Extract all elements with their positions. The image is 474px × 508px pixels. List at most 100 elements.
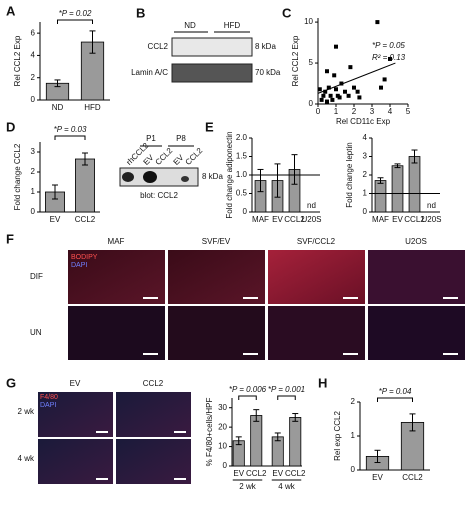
y-tick-label: 0.5 — [236, 189, 248, 198]
group-label: 2 wk — [239, 482, 256, 491]
point — [334, 87, 338, 92]
panel-letter: H — [318, 375, 327, 390]
y-tick-label: 10 — [218, 442, 227, 451]
row-label: 4 wk — [18, 454, 35, 463]
stain-label: F4/80 — [40, 394, 58, 401]
panel-letter: A — [6, 3, 16, 18]
lane-label: CCL2 — [184, 146, 205, 167]
point — [323, 89, 328, 94]
x-tick-label: MAF — [372, 215, 389, 224]
point — [343, 89, 347, 94]
micrograph — [38, 439, 113, 484]
band-size: 8 kDa — [255, 42, 276, 51]
column-label: SVF/EV — [202, 237, 231, 246]
y-tick-label: 0 — [31, 207, 36, 216]
panel-letter: G — [6, 375, 16, 390]
x-tick-label: CCL2 — [404, 215, 425, 224]
y-tick-label: 1.5 — [236, 152, 248, 161]
blot-band — [122, 172, 134, 182]
lane-label: CCL2 — [154, 146, 175, 167]
blot-strip — [171, 63, 253, 83]
point — [379, 85, 383, 90]
annotation: *P = 0.02 — [59, 9, 92, 18]
band-size: 70 kDa — [255, 68, 281, 77]
annotation: *P = 0.001 — [268, 385, 305, 394]
column-label: EV — [70, 379, 81, 388]
y-tick-label: 3 — [31, 147, 36, 156]
point — [352, 85, 356, 90]
micrograph — [168, 306, 265, 360]
band-label: Lamin A/C — [131, 68, 168, 77]
lane-label: ND — [184, 21, 196, 30]
y-tick-label: 30 — [218, 403, 227, 412]
y-tick-label: 2 — [351, 397, 356, 406]
point — [339, 81, 344, 86]
column-label: CCL2 — [143, 379, 164, 388]
x-tick-label: CCL2 — [402, 473, 423, 482]
x-tick-label: EV — [272, 469, 283, 478]
bar — [391, 165, 404, 213]
y-tick-label: 4 — [31, 51, 36, 60]
value-label: nd — [307, 201, 316, 210]
annotation: *P = 0.04 — [379, 387, 412, 396]
panel-letter: E — [205, 119, 214, 134]
annotation: R² = 0.13 — [372, 53, 406, 62]
micrograph — [268, 306, 365, 360]
row-label: 2 wk — [18, 407, 35, 416]
y-tick-label: 0 — [223, 461, 228, 470]
blot-band — [143, 171, 157, 183]
micrograph — [116, 392, 191, 437]
point — [382, 77, 387, 82]
y-tick-label: 5 — [309, 58, 314, 67]
x-tick-label: HFD — [84, 103, 101, 112]
column-label: MAF — [108, 237, 125, 246]
x-tick-label: EV — [50, 215, 61, 224]
y-tick-label: 1 — [351, 431, 356, 440]
micrograph — [368, 306, 465, 360]
column-label: U2OS — [405, 237, 427, 246]
value-label: nd — [427, 201, 436, 210]
x-axis-label: Rel CD11c Exp — [336, 117, 391, 126]
point — [332, 73, 337, 78]
trendline — [317, 62, 396, 94]
x-tick-label: EV — [372, 473, 383, 482]
point — [328, 93, 333, 98]
x-tick-label: 3 — [370, 107, 375, 116]
x-tick-label: ND — [52, 103, 64, 112]
y-tick-label: 20 — [218, 422, 227, 431]
y-tick-label: 1 — [31, 187, 36, 196]
group-label: 4 wk — [278, 482, 295, 491]
micrograph — [168, 250, 265, 304]
passage-label: P1 — [146, 134, 156, 143]
y-axis-label: Fold change adiponectin — [225, 131, 234, 218]
y-axis-label: Fold change CCL2 — [13, 143, 22, 210]
point — [388, 56, 392, 61]
annotation: *P = 0.03 — [54, 125, 87, 134]
x-tick-label: 5 — [406, 107, 411, 116]
y-axis-label: % F4/80+cells/HPF — [205, 398, 214, 467]
y-tick-label: 3 — [363, 152, 368, 161]
point — [337, 95, 342, 100]
annotation: *P = 0.006 — [229, 385, 267, 394]
y-tick-label: 2.0 — [236, 133, 248, 142]
point — [317, 87, 322, 92]
passage-label: P8 — [176, 134, 186, 143]
x-tick-label: 2 — [352, 107, 357, 116]
blot-caption: blot: CCL2 — [140, 191, 178, 200]
band-label: CCL2 — [148, 42, 169, 51]
x-tick-label: U20S — [421, 215, 441, 224]
significance-bracket — [54, 135, 86, 140]
micrograph — [68, 250, 165, 304]
point — [325, 99, 329, 104]
micrograph — [68, 306, 165, 360]
x-tick-label: EV — [392, 215, 403, 224]
point — [321, 93, 326, 98]
panel-letter: C — [282, 5, 292, 20]
x-tick-label: U20S — [301, 215, 321, 224]
y-axis-label: Rel CCL2 Exp — [291, 35, 300, 86]
y-tick-label: 1 — [363, 189, 368, 198]
bar — [250, 415, 263, 467]
x-tick-label: 1 — [334, 107, 339, 116]
point — [348, 65, 353, 70]
